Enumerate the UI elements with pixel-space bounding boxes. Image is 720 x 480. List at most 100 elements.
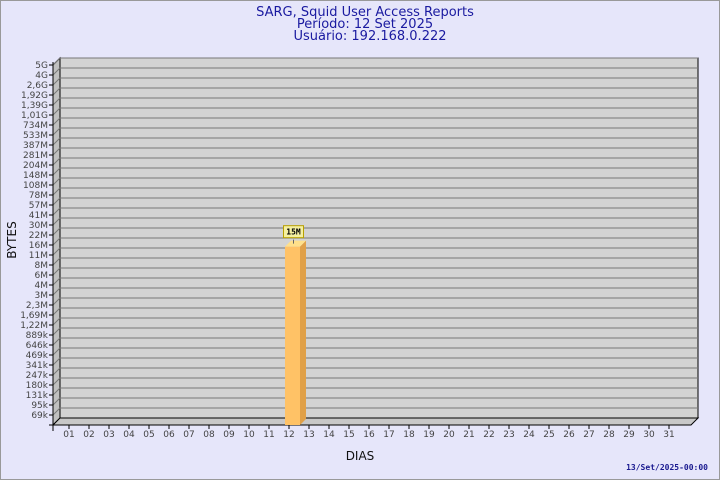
y-tick-label: 22M xyxy=(29,231,48,241)
y-tick-label: 95k xyxy=(31,401,48,411)
gridline-side xyxy=(52,87,61,96)
gridline-side xyxy=(52,77,61,86)
chart-title: SARG, Squid User Access Reports xyxy=(256,5,474,20)
x-tick-label: 25 xyxy=(543,430,554,440)
plot-floor xyxy=(51,417,700,426)
x-tick-label: 08 xyxy=(203,430,215,440)
gridline-side xyxy=(52,377,61,386)
x-tick-label: 29 xyxy=(623,430,635,440)
y-tick-label: 1,92G xyxy=(21,91,48,101)
x-tick-label: 15 xyxy=(343,430,354,440)
y-tick-label: 69k xyxy=(31,411,48,421)
y-tick-label: 30M xyxy=(29,221,48,231)
x-tick-label: 16 xyxy=(363,430,375,440)
x-tick-label: 27 xyxy=(583,430,594,440)
y-tick-label: 204M xyxy=(23,161,48,171)
x-tick-label: 14 xyxy=(323,430,335,440)
x-tick-label: 05 xyxy=(143,430,154,440)
gridline-side xyxy=(52,97,61,106)
x-tick-label: 22 xyxy=(483,430,494,440)
y-tick-label: 734M xyxy=(23,121,48,131)
gridline-side xyxy=(52,347,61,356)
bar-side xyxy=(300,240,306,425)
gridline-side xyxy=(52,317,61,326)
x-tick-label: 11 xyxy=(263,430,274,440)
gridline-side xyxy=(52,287,61,296)
y-tick-label: 3M xyxy=(35,291,49,301)
gridline-side xyxy=(52,147,61,156)
data-label: 15M xyxy=(286,228,301,237)
gridline-side xyxy=(52,237,61,246)
x-tick-label: 06 xyxy=(163,430,175,440)
gridline-side xyxy=(52,297,61,306)
y-tick-label: 4G xyxy=(35,71,48,81)
y-tick-label: 247k xyxy=(26,371,49,381)
y-tick-label: 469k xyxy=(26,351,49,361)
x-tick-label: 01 xyxy=(63,430,74,440)
x-tick-label: 10 xyxy=(243,430,255,440)
x-tick-label: 03 xyxy=(103,430,114,440)
gridline-side xyxy=(52,257,61,266)
y-tick-label: 2,6G xyxy=(27,81,48,91)
gridline-side xyxy=(52,187,61,196)
y-tick-label: 889k xyxy=(26,331,49,341)
y-tick-label: 78M xyxy=(29,191,48,201)
y-tick-label: 1,01G xyxy=(21,111,48,121)
y-tick-label: 11M xyxy=(29,251,48,261)
gridline-side xyxy=(52,137,61,146)
x-tick-label: 20 xyxy=(443,430,455,440)
x-tick-label: 24 xyxy=(523,430,535,440)
bar xyxy=(285,246,300,425)
y-tick-label: 108M xyxy=(23,181,48,191)
gridline-side xyxy=(52,357,61,366)
x-tick-label: 28 xyxy=(603,430,615,440)
x-tick-label: 19 xyxy=(423,430,435,440)
gridline-side xyxy=(52,157,61,166)
gridline-side xyxy=(52,67,61,76)
gridline-side xyxy=(52,107,61,116)
y-axis-label: BYTES xyxy=(5,221,19,258)
gridline-side xyxy=(52,127,61,136)
y-tick-label: 8M xyxy=(35,261,49,271)
gridline-side xyxy=(52,247,61,256)
gridline-side xyxy=(52,267,61,276)
y-tick-label: 2,3M xyxy=(26,301,48,311)
y-tick-label: 341k xyxy=(26,361,49,371)
gridline-side xyxy=(52,227,61,236)
gridline-side xyxy=(52,197,61,206)
gridline-side xyxy=(52,277,61,286)
x-tick-label: 21 xyxy=(463,430,474,440)
y-tick-label: 180k xyxy=(26,381,49,391)
y-tick-label: 131k xyxy=(26,391,49,401)
gridline-side xyxy=(52,327,61,336)
y-tick-label: 5G xyxy=(35,61,48,71)
y-tick-label: 281M xyxy=(23,151,48,161)
y-tick-label: 1,22M xyxy=(20,321,48,331)
y-tick-label: 387M xyxy=(23,141,48,151)
y-tick-label: 16M xyxy=(29,241,48,251)
gridline-side xyxy=(52,307,61,316)
y-tick-label: 533M xyxy=(23,131,48,141)
gridline-side xyxy=(52,407,61,416)
x-tick-label: 13 xyxy=(303,430,314,440)
gridline-side xyxy=(52,217,61,226)
x-tick-label: 26 xyxy=(563,430,575,440)
gridline-side xyxy=(52,177,61,186)
x-tick-label: 12 xyxy=(283,430,294,440)
y-tick-label: 57M xyxy=(29,201,48,211)
x-tick-label: 17 xyxy=(383,430,394,440)
chart-subtitle-user: Usuário: 192.168.0.222 xyxy=(293,29,446,44)
gridline-side xyxy=(52,117,61,126)
gridline-side xyxy=(52,387,61,396)
x-tick-label: 07 xyxy=(183,430,194,440)
chart-subtitle-period: Período: 12 Set 2025 xyxy=(297,17,433,32)
gridline-side xyxy=(52,397,61,406)
y-tick-label: 1,69M xyxy=(20,311,48,321)
x-tick-label: 18 xyxy=(403,430,415,440)
x-tick-label: 04 xyxy=(123,430,135,440)
gridline-side xyxy=(52,367,61,376)
gridline-side xyxy=(52,207,61,216)
y-tick-label: 1,39G xyxy=(21,101,48,111)
x-tick-label: 31 xyxy=(663,430,674,440)
